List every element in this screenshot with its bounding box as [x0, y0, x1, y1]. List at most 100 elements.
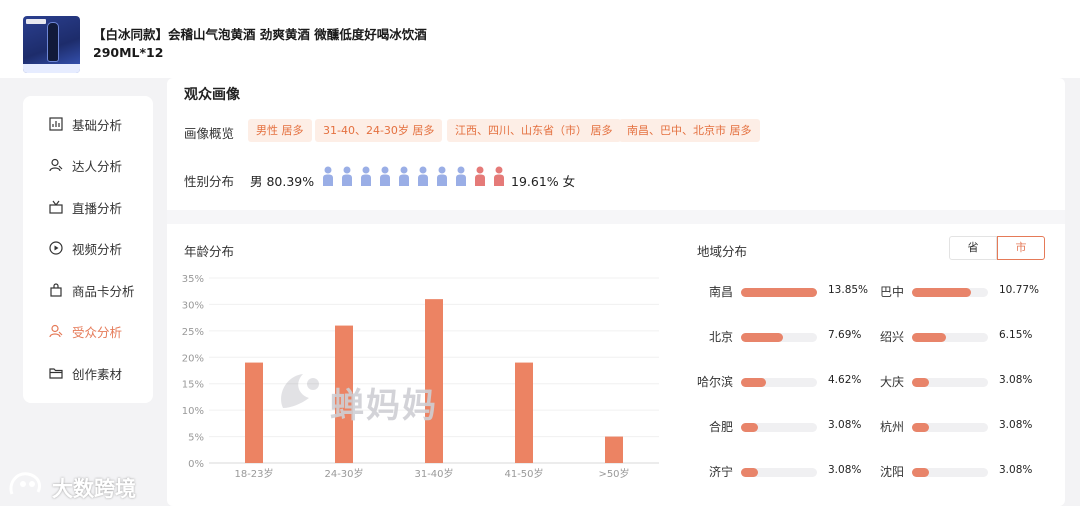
- thumbnail-strip: [23, 64, 80, 73]
- brand-logo-icon: [9, 472, 42, 495]
- sidebar-item-label: 创作素材: [72, 366, 123, 382]
- folder-icon: [49, 368, 63, 379]
- region-bar-fill[interactable]: [912, 333, 946, 342]
- play-icon: [49, 241, 63, 255]
- region-bar-fill[interactable]: [912, 423, 929, 432]
- section-title: 观众画像: [184, 87, 240, 103]
- male-person-icon: [342, 166, 352, 186]
- y-tick-label: 20%: [182, 353, 204, 364]
- chart-icon: [49, 117, 63, 131]
- male-person-icon: [361, 166, 371, 186]
- x-tick-label: >50岁: [598, 467, 629, 480]
- sidebar-item-label: 达人分析: [72, 158, 123, 174]
- age-bar[interactable]: [605, 436, 623, 463]
- section-divider: [167, 210, 1065, 224]
- region-name: 沈阳: [879, 465, 904, 479]
- region-bar-fill[interactable]: [741, 468, 758, 477]
- male-person-icon: [380, 166, 390, 186]
- overview-tag: 南昌、巴中、北京市 居多: [619, 119, 760, 142]
- toggle-province[interactable]: 省: [949, 236, 997, 260]
- sidebar-item-influencer-analysis[interactable]: 达人分析: [23, 149, 153, 181]
- bottle-graphic: [47, 22, 59, 62]
- female-person-icon: [494, 166, 504, 186]
- age-bar[interactable]: [425, 299, 443, 463]
- region-bar-track: [741, 468, 817, 477]
- region-bar-fill[interactable]: [741, 288, 817, 297]
- brand-name: 大数跨境: [52, 477, 136, 501]
- watermark-text: 蝉妈妈: [330, 386, 438, 426]
- region-bar-track: [912, 333, 988, 342]
- sidebar-item-label: 直播分析: [72, 200, 123, 216]
- y-tick-label: 35%: [182, 274, 204, 285]
- region-name: 大庆: [879, 375, 904, 389]
- sidebar-item-basic-analysis[interactable]: 基础分析: [23, 108, 153, 140]
- region-value: 3.08%: [828, 464, 862, 476]
- y-tick-label: 25%: [182, 327, 204, 338]
- sidebar-item-audience-analysis[interactable]: 受众分析: [23, 315, 153, 347]
- user-icon: [49, 324, 63, 338]
- male-person-icon: [399, 166, 409, 186]
- sidebar-item-label: 受众分析: [72, 324, 123, 340]
- region-bar-fill[interactable]: [912, 288, 971, 297]
- region-bar-track: [912, 378, 988, 387]
- overview-tag: 男性 居多: [248, 119, 312, 142]
- sidebar-item-label: 视频分析: [72, 241, 123, 257]
- male-person-icon: [323, 166, 333, 186]
- region-value: 13.85%: [828, 284, 869, 296]
- region-bar-fill[interactable]: [741, 378, 766, 387]
- user-icon: [49, 158, 63, 172]
- region-value: 3.08%: [999, 464, 1033, 476]
- region-name: 绍兴: [879, 330, 904, 344]
- thumbnail-tag: [26, 19, 46, 24]
- region-bar-track: [741, 333, 817, 342]
- overview-tag: 江西、四川、山东省（市） 居多: [447, 119, 621, 142]
- sidebar-item-label: 商品卡分析: [72, 283, 135, 299]
- age-bar[interactable]: [515, 362, 533, 463]
- sidebar-item-video-analysis[interactable]: 视频分析: [23, 232, 153, 264]
- overview-label: 画像概览: [184, 126, 235, 141]
- region-bar-track: [741, 378, 817, 387]
- region-name: 北京: [708, 330, 733, 344]
- product-header: 【白冰同款】会稽山气泡黄酒 劲爽黄酒 微醺低度好喝冰饮酒290ML*12: [0, 0, 1080, 78]
- female-person-icon: [475, 166, 485, 186]
- x-tick-label: 18-23岁: [234, 467, 273, 480]
- male-share-text: 男 80.39%: [250, 174, 315, 189]
- y-tick-label: 15%: [182, 380, 204, 391]
- region-value: 3.08%: [999, 419, 1033, 431]
- region-name: 济宁: [708, 465, 733, 479]
- region-chart-title: 地域分布: [697, 244, 748, 259]
- age-bar[interactable]: [335, 325, 353, 463]
- sidebar-item-label: 基础分析: [72, 117, 123, 133]
- sidebar-item-product-card-analysis[interactable]: 商品卡分析: [23, 274, 153, 306]
- audience-panel: 观众画像 画像概览 男性 居多 31-40、24-30岁 居多 江西、四川、山东…: [167, 78, 1065, 506]
- region-value: 3.08%: [999, 374, 1033, 386]
- region-bar-track: [912, 423, 988, 432]
- region-bar-fill[interactable]: [912, 468, 929, 477]
- region-name: 哈尔滨: [696, 375, 733, 389]
- chanmama-logo-icon: [281, 374, 319, 408]
- region-bar-track: [912, 288, 988, 297]
- y-tick-label: 10%: [182, 406, 204, 417]
- product-thumbnail[interactable]: [23, 16, 80, 73]
- age-chart-title: 年龄分布: [184, 244, 235, 259]
- region-value: 7.69%: [828, 329, 862, 341]
- region-bar-fill[interactable]: [912, 378, 929, 387]
- product-title[interactable]: 【白冰同款】会稽山气泡黄酒 劲爽黄酒 微醺低度好喝冰饮酒290ML*12: [93, 27, 427, 60]
- live-icon: [49, 200, 63, 214]
- x-tick-label: 24-30岁: [324, 467, 363, 480]
- bag-icon: [50, 283, 62, 297]
- region-bar-fill[interactable]: [741, 333, 783, 342]
- region-name: 合肥: [708, 420, 733, 434]
- sidebar-item-creative-material[interactable]: 创作素材: [23, 357, 153, 389]
- toggle-city[interactable]: 市: [997, 236, 1045, 260]
- male-person-icon: [456, 166, 466, 186]
- region-value: 3.08%: [828, 419, 862, 431]
- region-name: 南昌: [708, 285, 733, 299]
- region-bar-fill[interactable]: [741, 423, 758, 432]
- x-tick-label: 41-50岁: [504, 467, 543, 480]
- region-value: 6.15%: [999, 329, 1033, 341]
- sidebar-item-live-analysis[interactable]: 直播分析: [23, 191, 153, 223]
- age-bar[interactable]: [245, 362, 263, 463]
- region-bar-track: [912, 468, 988, 477]
- overview-tag: 31-40、24-30岁 居多: [315, 119, 443, 142]
